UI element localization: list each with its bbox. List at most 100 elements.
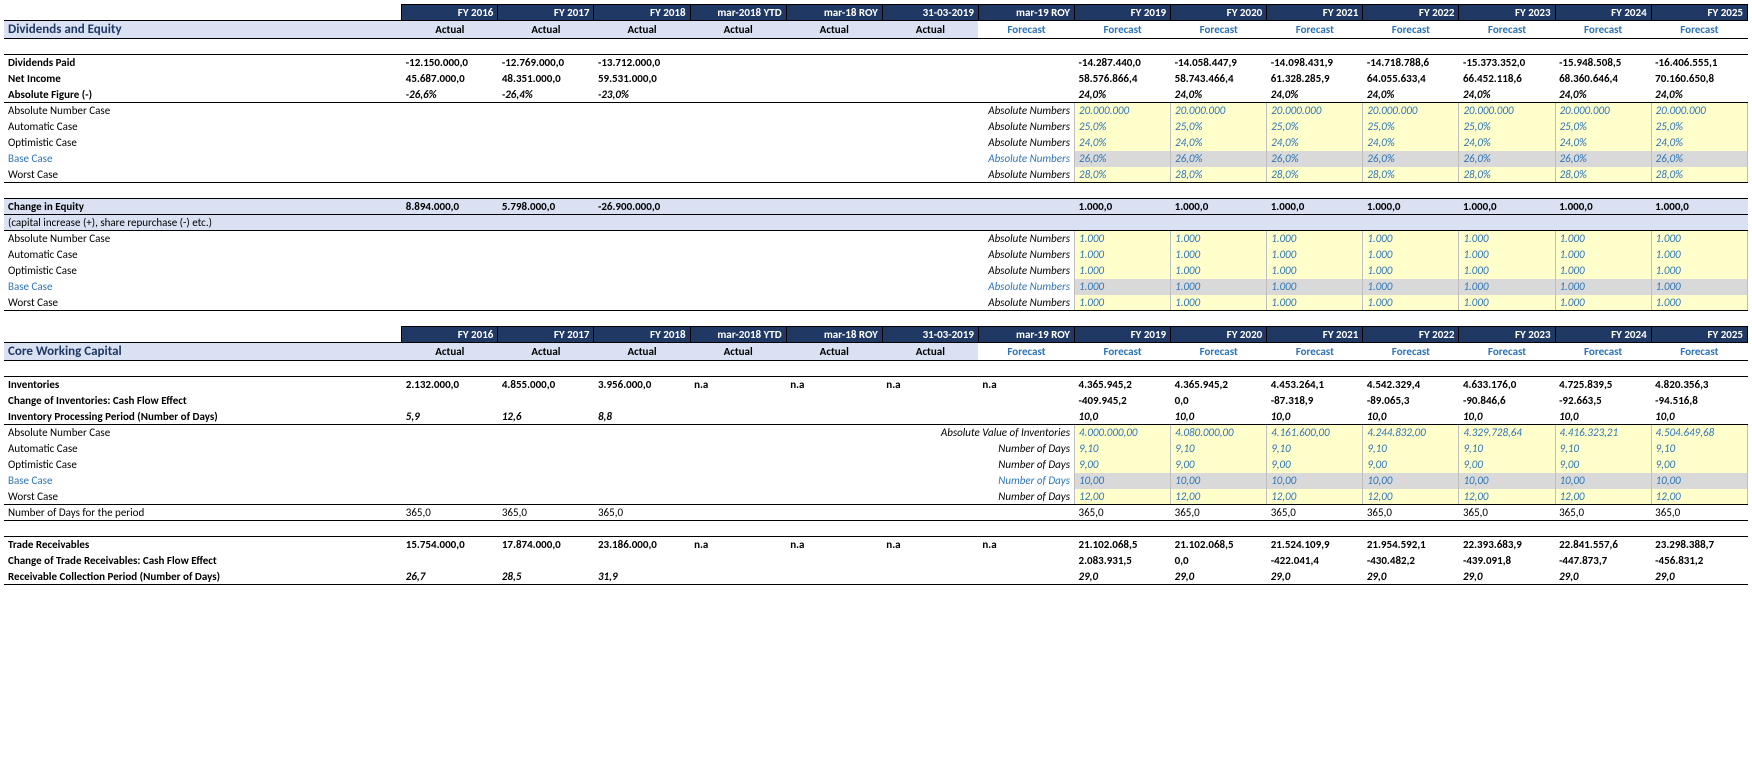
case-label: Automatic Case <box>4 119 402 135</box>
cell: 24,0% <box>1075 87 1171 103</box>
cell: 22.393.683,9 <box>1459 537 1555 553</box>
case-label: Absolute Number Case <box>4 103 402 119</box>
cell <box>690 505 786 521</box>
case-val: 4.161.600,00 <box>1267 425 1363 441</box>
row-label: Absolute Figure (-) <box>4 87 402 103</box>
cell: 4.542.329,4 <box>1363 377 1459 393</box>
case-val: 10,00 <box>1459 473 1555 489</box>
cell <box>690 55 786 71</box>
cell: 365,0 <box>594 505 690 521</box>
case-val: 9,10 <box>1075 441 1171 457</box>
case-val: 1.000 <box>1651 279 1747 295</box>
cell: n.a <box>786 537 882 553</box>
type-11: Forecast <box>1459 21 1555 39</box>
row-label: Change of Inventories: Cash Flow Effect <box>4 393 402 409</box>
cell: 58.743.466,4 <box>1171 71 1267 87</box>
cell <box>978 553 1074 569</box>
case-val: 24,0% <box>1171 135 1267 151</box>
case-label: Absolute Number Case <box>4 231 402 247</box>
type-12: Forecast <box>1555 21 1651 39</box>
cell: -16.406.555,1 <box>1651 55 1747 71</box>
case-mid: Number of Days <box>594 441 1075 457</box>
case-val: 1.000 <box>1171 263 1267 279</box>
case-val: 28,0% <box>1363 167 1459 183</box>
cell: -14.287.440,0 <box>1075 55 1171 71</box>
cell <box>978 55 1074 71</box>
financial-model-table: FY 2016FY 2017FY 2018mar-2018 YTDmar-18 … <box>4 4 1748 585</box>
period-6: mar-19 ROY <box>978 327 1074 343</box>
case-val: 20.000.000 <box>1075 103 1171 119</box>
period-header-blank <box>4 327 402 343</box>
period-5: 31-03-2019 <box>882 327 978 343</box>
type-7: Forecast <box>1075 343 1171 361</box>
cell <box>882 569 978 585</box>
case-val: 1.000 <box>1075 295 1171 311</box>
case-val: 1.000 <box>1459 231 1555 247</box>
type-4: Actual <box>786 343 882 361</box>
cell: n.a <box>978 537 1074 553</box>
cell: 22.841.557,6 <box>1555 537 1651 553</box>
case-val: 1.000 <box>1459 263 1555 279</box>
case-mid: Absolute Numbers <box>594 247 1075 263</box>
case-val: 26,0% <box>1651 151 1747 167</box>
type-6: Forecast <box>978 21 1074 39</box>
case-val: 25,0% <box>1651 119 1747 135</box>
cell: -447.873,7 <box>1555 553 1651 569</box>
cell: -439.091,8 <box>1459 553 1555 569</box>
case-val: 25,0% <box>1075 119 1171 135</box>
case-val: 24,0% <box>1363 135 1459 151</box>
case-val: 1.000 <box>1555 279 1651 295</box>
cell: 21.524.109,9 <box>1267 537 1363 553</box>
cell: n.a <box>978 377 1074 393</box>
type-7: Forecast <box>1075 21 1171 39</box>
cell <box>690 393 786 409</box>
case-mid: Absolute Numbers <box>594 167 1075 183</box>
row-label: Inventories <box>4 377 402 393</box>
case-val: 28,0% <box>1267 167 1363 183</box>
cell <box>978 87 1074 103</box>
cell <box>594 553 690 569</box>
period-5: 31-03-2019 <box>882 5 978 21</box>
case-val: 9,00 <box>1651 457 1747 473</box>
case-mid: Absolute Numbers <box>594 119 1075 135</box>
case-label: Worst Case <box>4 167 402 183</box>
period-11: FY 2023 <box>1459 5 1555 21</box>
case-mid: Absolute Numbers <box>594 295 1075 311</box>
case-val: 4.329.728,64 <box>1459 425 1555 441</box>
case-val: 1.000 <box>1651 295 1747 311</box>
cell: 10,0 <box>1555 409 1651 425</box>
cell: 24,0% <box>1459 87 1555 103</box>
case-val: 28,0% <box>1459 167 1555 183</box>
case-val: 9,10 <box>1459 441 1555 457</box>
case-mid: Absolute Numbers <box>594 279 1075 295</box>
type-5: Actual <box>882 21 978 39</box>
period-1: FY 2017 <box>498 5 594 21</box>
period-3: mar-2018 YTD <box>690 327 786 343</box>
cell: 4.855.000,0 <box>498 377 594 393</box>
type-11: Forecast <box>1459 343 1555 361</box>
case-val: 1.000 <box>1459 295 1555 311</box>
case-label: Optimistic Case <box>4 263 402 279</box>
cell: -90.846,6 <box>1459 393 1555 409</box>
cell: -23,0% <box>594 87 690 103</box>
case-val: 4.416.323,21 <box>1555 425 1651 441</box>
period-11: FY 2023 <box>1459 327 1555 343</box>
cell: 26,7 <box>402 569 498 585</box>
cell <box>786 71 882 87</box>
period-7: FY 2019 <box>1075 5 1171 21</box>
cell: -422.041,4 <box>1267 553 1363 569</box>
case-label: Worst Case <box>4 295 402 311</box>
case-label: Automatic Case <box>4 247 402 263</box>
row-label: Dividends Paid <box>4 55 402 71</box>
cell <box>978 505 1074 521</box>
case-val: 9,10 <box>1555 441 1651 457</box>
case-val: 12,00 <box>1651 489 1747 505</box>
cell <box>978 71 1074 87</box>
type-5: Actual <box>882 343 978 361</box>
cell: 21.954.592,1 <box>1363 537 1459 553</box>
cell: -15.373.352,0 <box>1459 55 1555 71</box>
cell: 23.186.000,0 <box>594 537 690 553</box>
case-label: Absolute Number Case <box>4 425 402 441</box>
cell: 58.576.866,4 <box>1075 71 1171 87</box>
case-val: 12,00 <box>1555 489 1651 505</box>
